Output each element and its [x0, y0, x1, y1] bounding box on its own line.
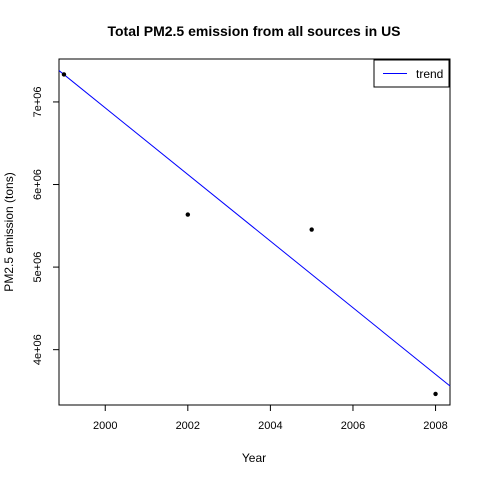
legend-trend-label: trend — [416, 67, 443, 81]
data-point — [433, 391, 438, 397]
y-axis-label: PM2.5 emission (tons) — [2, 172, 16, 291]
data-point — [61, 72, 67, 77]
data-point — [309, 227, 314, 232]
y-tick-label: 4e+06 — [32, 334, 44, 365]
legend-box — [373, 59, 450, 88]
x-tick-label: 2002 — [176, 420, 200, 432]
points-layer — [61, 72, 438, 397]
x-tick-label: 2008 — [423, 420, 447, 432]
legend: trend — [373, 59, 450, 88]
x-axis: 2000 2002 2004 2006 2008 — [93, 405, 448, 432]
x-axis-label: Year — [242, 451, 266, 465]
trend-line — [58, 70, 451, 387]
trend-layer — [58, 70, 451, 387]
y-tick-label: 5e+06 — [32, 252, 44, 283]
x-tick-label: 2000 — [93, 420, 117, 432]
y-tick-label: 6e+06 — [32, 169, 44, 200]
x-tick-label: 2006 — [341, 420, 365, 432]
plot-frame — [58, 58, 451, 406]
x-tick-label: 2004 — [258, 420, 282, 432]
chart-title: Total PM2.5 emission from all sources in… — [107, 23, 400, 39]
data-point — [185, 212, 191, 217]
y-axis: 4e+06 5e+06 6e+06 7e+06 — [32, 86, 59, 365]
y-tick-label: 7e+06 — [32, 86, 44, 117]
